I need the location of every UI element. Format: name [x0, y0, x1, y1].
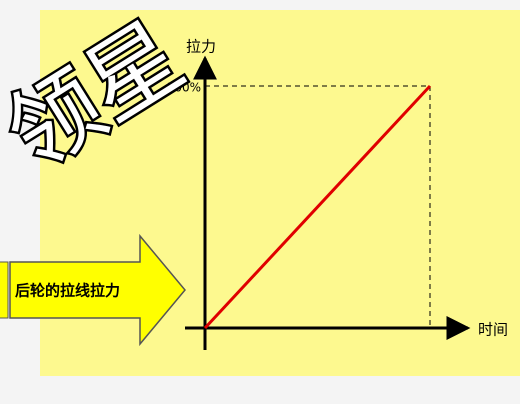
- arrow-shape: [9, 233, 186, 347]
- y-max-label: 100%: [167, 81, 201, 95]
- y-axis-label: 拉力: [186, 38, 216, 56]
- x-axis-label: 时间: [478, 321, 508, 339]
- arrow-label: 后轮的拉线拉力: [15, 282, 120, 300]
- force-line: [203, 84, 432, 330]
- left-box: [0, 261, 9, 319]
